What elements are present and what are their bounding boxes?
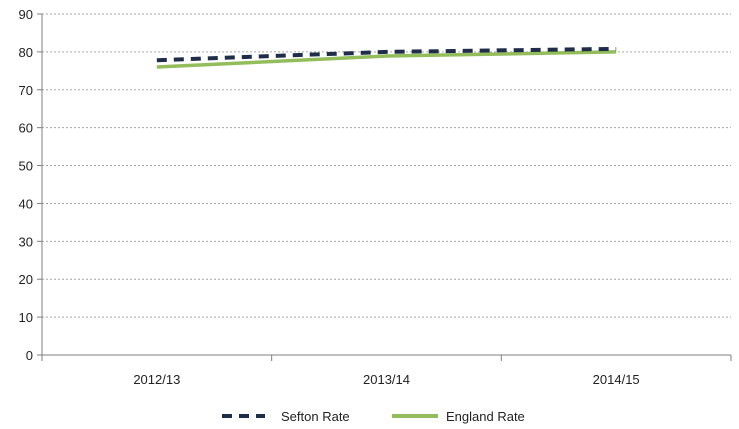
series-line-england-rate [156,50,617,69]
y-tick-label: 30 [19,234,33,249]
legend-label-england: England Rate [446,409,525,424]
series-line-sefton-rate [156,46,617,63]
y-tick-label: 40 [19,196,33,211]
x-tick-labels: 2012/13 2013/14 2014/15 [41,355,732,387]
gridlines [42,13,731,318]
y-tick-label: 50 [19,159,33,174]
y-tick-label: 80 [19,45,33,60]
y-tick-label: 20 [19,272,33,287]
y-tick-label: 90 [19,7,33,22]
x-tick-label: 2013/14 [363,372,410,387]
y-tick-label: 0 [26,348,33,363]
x-tick-label: 2012/13 [133,372,180,387]
axes [41,14,731,356]
y-tick-label: 60 [19,121,33,136]
y-tick-label: 10 [19,310,33,325]
x-tick-label: 2014/15 [593,372,640,387]
y-tick-labels: 0 10 20 30 40 50 60 70 80 90 [19,7,42,363]
series-lines [156,46,617,69]
y-tick-label: 70 [19,83,33,98]
legend: Sefton Rate England Rate [222,409,525,424]
legend-label-sefton: Sefton Rate [281,409,350,424]
